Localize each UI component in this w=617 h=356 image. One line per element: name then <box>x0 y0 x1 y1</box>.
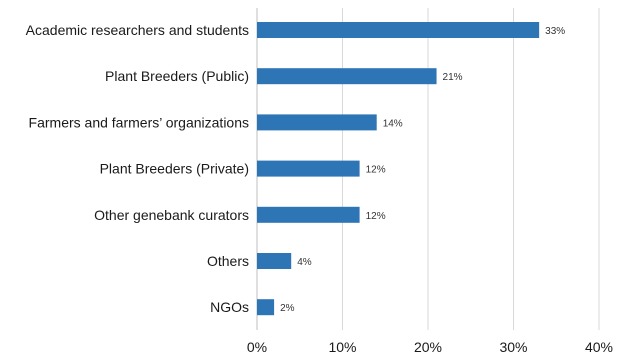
x-tick-label: 40% <box>585 339 613 355</box>
category-label: Academic researchers and students <box>26 22 249 38</box>
category-label: NGOs <box>210 299 249 315</box>
bar <box>257 253 292 269</box>
data-label: 21% <box>443 72 463 83</box>
bar <box>257 299 275 316</box>
category-label: Plant Breeders (Private) <box>100 161 249 177</box>
category-labels: Academic researchers and students Plant B… <box>26 22 249 315</box>
category-label: Others <box>207 253 249 269</box>
category-label: Farmers and farmers’ organizations <box>29 114 249 130</box>
x-tick-labels: 0% 10% 20% 30% 40% <box>247 339 613 355</box>
bar <box>257 160 360 177</box>
bars <box>257 22 540 316</box>
data-label: 33% <box>545 26 565 37</box>
data-label: 2% <box>280 303 295 314</box>
data-label: 12% <box>366 211 386 222</box>
bar <box>257 114 377 131</box>
category-label: Plant Breeders (Public) <box>105 68 249 84</box>
data-label: 12% <box>366 165 386 176</box>
bar <box>257 22 540 38</box>
x-tick-label: 10% <box>328 339 356 355</box>
bar <box>257 206 360 223</box>
gridlines <box>256 8 600 330</box>
x-tick-label: 0% <box>247 339 267 355</box>
data-labels: 33% 21% 14% 12% 12% 4% 2% <box>280 26 565 314</box>
bar <box>257 68 437 85</box>
data-label: 14% <box>383 118 403 129</box>
category-label: Other genebank curators <box>94 207 249 223</box>
data-label: 4% <box>297 257 312 268</box>
x-tick-label: 20% <box>414 339 442 355</box>
x-tick-label: 30% <box>499 339 527 355</box>
